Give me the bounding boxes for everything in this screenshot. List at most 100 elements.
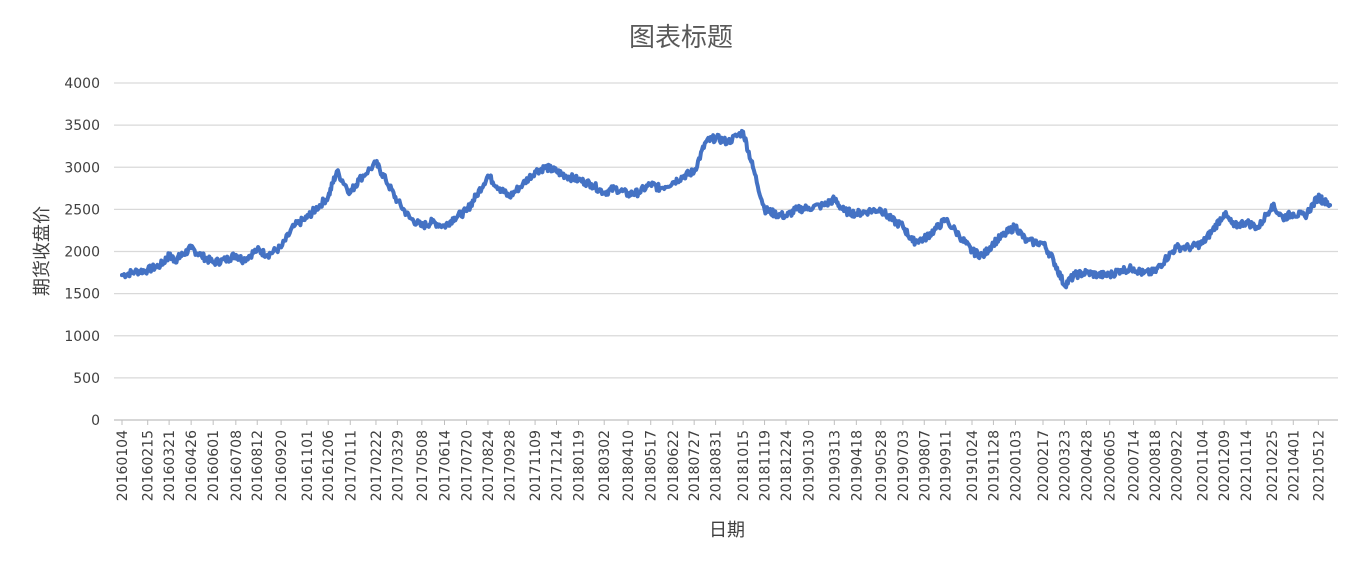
data-point xyxy=(1040,241,1045,246)
x-axis-title: 日期 xyxy=(709,520,745,541)
data-point xyxy=(430,220,435,225)
data-point xyxy=(334,169,339,174)
x-tick-label: 20180119 xyxy=(572,430,588,501)
x-tick-label: 20200323 xyxy=(1057,430,1073,501)
data-point xyxy=(970,249,975,254)
data-point xyxy=(158,262,163,267)
data-point xyxy=(878,207,883,212)
x-tick-label: 20181015 xyxy=(736,430,752,501)
data-point xyxy=(348,190,353,195)
data-point xyxy=(233,252,238,257)
x-tick-label: 20210114 xyxy=(1239,430,1255,501)
data-point xyxy=(180,252,185,257)
data-point xyxy=(783,214,788,219)
y-tick-label: 500 xyxy=(73,371,100,387)
data-point xyxy=(692,169,697,174)
x-tick-label: 20170928 xyxy=(502,430,518,501)
data-point xyxy=(452,215,457,220)
data-point xyxy=(1152,269,1157,274)
data-point xyxy=(1200,241,1205,246)
data-point xyxy=(1316,194,1321,199)
x-tick-label: 20170614 xyxy=(438,430,454,501)
y-axis-title: 期货收盘价 xyxy=(32,206,53,296)
data-point xyxy=(554,169,559,174)
data-point xyxy=(1231,224,1236,229)
data-point xyxy=(657,186,662,191)
data-point xyxy=(211,260,216,265)
data-point xyxy=(1222,211,1227,216)
data-point xyxy=(1072,273,1077,278)
data-point xyxy=(132,269,137,274)
x-tick-label: 20160601 xyxy=(206,430,222,501)
data-point xyxy=(1024,239,1029,244)
y-tick-label: 2000 xyxy=(64,245,100,261)
data-point xyxy=(497,186,502,191)
data-point xyxy=(395,198,400,203)
y-tick-label: 3500 xyxy=(64,118,100,134)
data-point xyxy=(922,236,927,241)
x-tick-label: 20170111 xyxy=(343,430,359,501)
data-point xyxy=(932,228,937,233)
data-point xyxy=(473,194,478,199)
data-point xyxy=(507,194,512,199)
x-tick-label: 20200605 xyxy=(1103,430,1119,501)
data-point xyxy=(1256,225,1261,230)
data-point xyxy=(1269,203,1274,208)
data-point xyxy=(991,241,996,246)
x-tick-label: 20160215 xyxy=(141,430,157,501)
data-point xyxy=(713,135,718,140)
data-point xyxy=(1302,214,1307,219)
x-tick-label: 20170508 xyxy=(415,430,431,501)
data-point xyxy=(304,215,309,220)
data-point xyxy=(1131,266,1136,271)
x-tick-label: 20160920 xyxy=(274,430,290,501)
x-tick-label: 20200818 xyxy=(1148,430,1164,501)
data-point xyxy=(1013,224,1018,229)
x-tick-label: 20190130 xyxy=(802,430,818,501)
data-point xyxy=(822,203,827,208)
x-tick-label: 20161101 xyxy=(300,430,316,501)
x-tick-label: 20170720 xyxy=(460,430,476,501)
x-tick-label: 20200922 xyxy=(1169,430,1185,501)
x-tick-label: 20190313 xyxy=(827,430,843,501)
data-point xyxy=(832,197,837,202)
data-point xyxy=(670,180,675,185)
x-tick-label: 20180302 xyxy=(597,430,613,501)
data-point xyxy=(544,165,549,170)
data-point xyxy=(626,192,631,197)
data-point xyxy=(1280,215,1285,220)
x-tick-label: 20160426 xyxy=(184,430,200,501)
data-point xyxy=(842,209,847,214)
data-point xyxy=(1118,268,1123,273)
x-tick-label: 20171214 xyxy=(549,430,565,501)
x-tick-label: 20181119 xyxy=(758,430,774,501)
x-tick-label: 20161206 xyxy=(321,430,337,501)
x-tick-label: 20200103 xyxy=(1008,430,1024,501)
x-tick-label: 20210512 xyxy=(1311,430,1327,501)
data-point xyxy=(750,165,755,170)
y-axis-ticks: 0 500 1000 1500 2000 2500 3000 3500 4000 xyxy=(64,76,100,429)
data-point xyxy=(1107,273,1112,278)
data-point xyxy=(1002,232,1007,237)
data-point xyxy=(485,173,490,178)
data-point xyxy=(613,186,618,191)
data-point xyxy=(900,224,905,229)
x-tick-label: 20201104 xyxy=(1196,430,1212,501)
x-tick-label: 20190418 xyxy=(849,430,865,501)
x-tick-label: 20180831 xyxy=(709,430,725,501)
data-point xyxy=(1328,203,1332,208)
data-point xyxy=(943,217,948,222)
gridlines xyxy=(114,82,1338,421)
data-point xyxy=(120,273,124,278)
x-tick-label: 20190807 xyxy=(917,430,933,501)
data-point xyxy=(279,245,284,250)
data-point xyxy=(602,190,607,195)
data-point xyxy=(563,173,568,178)
x-tick-label: 20160812 xyxy=(250,430,266,501)
data-point xyxy=(255,247,260,252)
data-point xyxy=(703,139,708,144)
data-point xyxy=(199,253,204,258)
data-point xyxy=(741,129,746,134)
x-tick-label: 20191128 xyxy=(986,430,1002,501)
data-point xyxy=(794,207,799,212)
